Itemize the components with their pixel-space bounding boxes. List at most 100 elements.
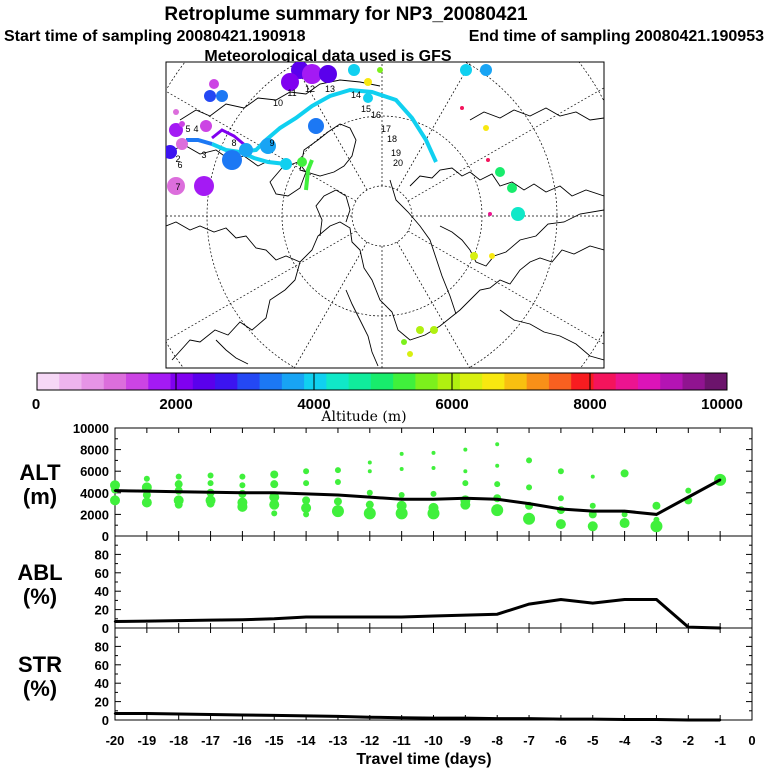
alt-cluster-dot (303, 480, 310, 487)
alt-cluster-dot (174, 480, 183, 489)
x-tick-label: -15 (265, 733, 284, 748)
colorbar-cell (548, 373, 572, 390)
alt-cluster-dot (301, 502, 312, 513)
series-point (304, 492, 308, 496)
alt-cluster-dot (334, 467, 341, 474)
alt-cluster-dot (239, 473, 246, 480)
alt-cluster-dot (239, 482, 246, 489)
colorbar-tick: 0 (32, 396, 40, 413)
x-tick-label: -14 (297, 733, 317, 748)
y-tick-label: 0 (102, 713, 109, 728)
series-point (145, 489, 149, 493)
series-point (241, 618, 244, 621)
map-day-label: 6 (177, 160, 182, 170)
map-cluster-dot (173, 109, 179, 115)
series-point (496, 717, 499, 720)
alt-cluster-dot (589, 502, 596, 509)
alt-cluster-dot (495, 463, 500, 468)
x-tick-label: -16 (233, 733, 252, 748)
map-day-label: 18 (387, 134, 397, 144)
colorbar-cell (326, 373, 350, 390)
alt-cluster-dot (555, 519, 566, 530)
trajectory-green (304, 159, 314, 191)
series-point (113, 620, 117, 623)
trajectory-clusters (166, 62, 525, 357)
map-day-label: 20 (393, 158, 403, 168)
series-point (304, 714, 308, 718)
x-tick-label: -1 (714, 733, 726, 748)
y-tick-label: 80 (95, 639, 109, 654)
colorbar-cell (192, 373, 216, 390)
alt-cluster-dot (207, 472, 214, 479)
panel-label: (%) (23, 584, 57, 609)
series-point (718, 478, 722, 482)
alt-cluster-dot (463, 447, 468, 452)
x-tick-label: -4 (619, 733, 631, 748)
alt-cluster-dot (142, 490, 151, 499)
map-cluster-dot (488, 212, 492, 216)
colorbar-cell (281, 373, 305, 390)
map-day-label: 4 (193, 124, 198, 134)
series-point (177, 490, 180, 493)
map-cluster-dot (486, 158, 490, 162)
alt-cluster-dot (367, 460, 372, 465)
series-point (623, 509, 626, 513)
map-cluster-dot (401, 339, 407, 345)
alt-cluster-dot (399, 451, 404, 456)
series-point (432, 498, 435, 501)
map-day-label: 5 (185, 124, 190, 134)
alt-cluster-dot (621, 511, 628, 518)
map-cluster-dot (507, 183, 517, 193)
colorbar-cell (482, 373, 505, 390)
colorbar-tick: 4000 (297, 396, 330, 413)
map-day-label: 2 (175, 154, 180, 164)
series-point (559, 598, 563, 601)
coastlines (166, 79, 604, 367)
colorbar-cell (682, 373, 706, 390)
series-point (591, 717, 594, 721)
series-point (655, 598, 658, 601)
x-tick-label: -3 (651, 733, 663, 748)
series-point (336, 715, 340, 718)
colorbar-cell (637, 373, 661, 390)
alt-cluster-dot (494, 481, 501, 488)
end-time-label: End time of sampling 20080421.190953 (469, 28, 764, 45)
map-cluster-dot (204, 90, 216, 102)
x-tick-label: -20 (106, 733, 125, 748)
map-cluster-dot (460, 106, 464, 110)
map-cluster-dot (319, 65, 337, 83)
panel-label: ABL (17, 560, 62, 585)
series-point (209, 618, 212, 622)
alt-cluster-dot (650, 520, 663, 533)
alt-cluster-dot (174, 500, 183, 509)
map-day-label: 13 (325, 84, 335, 94)
alt-cluster-dot (143, 475, 150, 482)
panel-label: (%) (23, 676, 57, 701)
alt-cluster-dot (587, 521, 598, 532)
series-point (559, 717, 563, 721)
map-cluster-dot (260, 138, 276, 154)
series-point (209, 713, 212, 716)
series-point (464, 716, 467, 720)
start-time-label: Start time of sampling 20080421.190918 (4, 28, 306, 45)
map-day-label: 11 (287, 88, 296, 98)
colorbar-tick: 8000 (573, 396, 606, 413)
map-day-label: 15 (361, 104, 371, 114)
map-day-label: 3 (201, 150, 206, 160)
series-point (209, 491, 212, 494)
series-point (687, 718, 690, 722)
colorbar-cell (393, 373, 416, 390)
colorbar-cell (37, 373, 60, 390)
map-cluster-dot (308, 118, 324, 134)
alt-cluster-dot (427, 507, 440, 520)
x-tick-label: -5 (587, 733, 599, 748)
map-cluster-dot (407, 351, 413, 357)
series-point (496, 613, 499, 616)
y-tick-label: 0 (102, 529, 109, 544)
map-cluster-dot (209, 79, 219, 89)
alt-cluster-dot (590, 474, 595, 479)
alt-cluster-dot (430, 490, 437, 497)
colorbar-tick: 2000 (159, 396, 192, 413)
